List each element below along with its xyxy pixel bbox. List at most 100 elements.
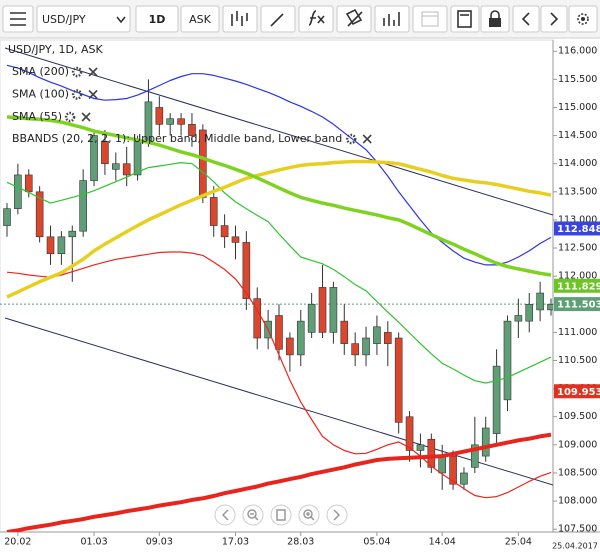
reset-button[interactable] bbox=[270, 504, 292, 526]
candle-body bbox=[14, 174, 22, 209]
indicator-settings[interactable] bbox=[71, 89, 83, 100]
indicator-remove[interactable] bbox=[81, 112, 91, 122]
legend-entry: SMA (200) bbox=[12, 65, 69, 78]
indicator-settings[interactable] bbox=[71, 66, 83, 78]
price-tag bbox=[554, 297, 600, 312]
legend-entry: Lower band bbox=[278, 132, 342, 145]
symbol: USD/JPY bbox=[42, 13, 86, 26]
y-tick-label: 111.000 bbox=[558, 327, 597, 338]
candle-body bbox=[177, 118, 185, 125]
candle-body bbox=[394, 337, 403, 423]
settings-button[interactable] bbox=[568, 5, 598, 33]
chart-type-button[interactable] bbox=[222, 5, 258, 33]
candle-body bbox=[449, 455, 457, 485]
indicator-remove[interactable] bbox=[88, 89, 98, 100]
candle-body bbox=[155, 107, 164, 125]
timeframe: 1D bbox=[149, 13, 166, 26]
candle-body bbox=[427, 438, 436, 468]
candle-body bbox=[90, 135, 98, 181]
price-tag-label: 111.829 bbox=[557, 281, 600, 292]
indicator-line bbox=[6, 432, 552, 532]
candle-body bbox=[536, 292, 544, 311]
indicator-button[interactable] bbox=[298, 5, 334, 33]
y-tick-label: 113.000 bbox=[558, 214, 597, 225]
draw-button[interactable] bbox=[260, 5, 296, 33]
zoom-out-button[interactable] bbox=[242, 504, 264, 526]
scroll-left-button[interactable] bbox=[214, 504, 236, 526]
candle-body bbox=[438, 455, 447, 474]
candle-body bbox=[362, 337, 370, 356]
object-button[interactable] bbox=[336, 5, 372, 33]
candle-body bbox=[112, 163, 120, 170]
close-icon bbox=[88, 89, 98, 100]
legend-entry: SMA (100) bbox=[12, 88, 69, 101]
legend-entry: Middle band, bbox=[204, 132, 275, 145]
indicator-line bbox=[6, 64, 552, 266]
price-tag bbox=[554, 384, 600, 399]
candle-body bbox=[481, 427, 490, 457]
calendar-button[interactable] bbox=[412, 5, 448, 33]
candle-body bbox=[166, 118, 174, 125]
price-type-button[interactable]: ASK bbox=[180, 5, 220, 33]
candle-body bbox=[188, 124, 196, 136]
x-tick-label: 20.02 bbox=[4, 537, 31, 548]
timeframe-button[interactable]: 1D bbox=[135, 5, 179, 33]
indicator-settings[interactable] bbox=[64, 111, 76, 123]
forward-button[interactable] bbox=[540, 5, 568, 33]
x-tick-label: 01.03 bbox=[80, 537, 107, 548]
indicator-settings[interactable] bbox=[345, 133, 357, 145]
y-tick-label: 112.000 bbox=[558, 271, 597, 282]
candle-body bbox=[220, 225, 229, 238]
close-icon bbox=[88, 67, 98, 77]
indicator-line bbox=[6, 159, 552, 299]
y-tick-label: 114.000 bbox=[558, 158, 597, 169]
indicator-remove[interactable] bbox=[88, 67, 98, 77]
candle-body bbox=[416, 444, 425, 451]
candle-body bbox=[547, 303, 553, 311]
y-tick-label: 108.000 bbox=[558, 496, 597, 507]
y-tick-label: 109.000 bbox=[558, 439, 597, 450]
y-tick-label: 115.000 bbox=[558, 102, 597, 113]
candle-body bbox=[242, 242, 251, 299]
gear-icon bbox=[345, 133, 357, 145]
candle-body bbox=[471, 444, 479, 468]
symbol-selector[interactable]: USD/JPY bbox=[36, 5, 131, 33]
candle-body bbox=[383, 332, 392, 344]
candle-body bbox=[79, 180, 87, 232]
legend: SMA (200) SMA (100) SMA (55) BBANDS (20, 2,… bbox=[12, 65, 372, 145]
candle-body bbox=[460, 472, 468, 485]
candle-body bbox=[525, 303, 534, 322]
candle-body bbox=[253, 298, 262, 339]
candle-body bbox=[503, 320, 512, 401]
price-tag-label: 111.503 bbox=[557, 300, 600, 311]
candle-body bbox=[24, 174, 33, 193]
legend-entry: BBANDS (20, 2, 2, 1): bbox=[12, 132, 130, 145]
x-tick-label: 14.04 bbox=[429, 537, 456, 548]
indicator-line bbox=[6, 162, 552, 384]
candle-body bbox=[373, 326, 381, 344]
zoom-in-button[interactable] bbox=[298, 504, 320, 526]
close-icon bbox=[81, 112, 91, 122]
navigation bbox=[214, 504, 348, 526]
lock-button[interactable] bbox=[480, 5, 510, 33]
date-stamp: 25.04.2017 bbox=[552, 542, 598, 551]
calculator-button[interactable] bbox=[450, 5, 480, 33]
y-tick-label: 110.500 bbox=[558, 355, 597, 366]
candle-body bbox=[329, 287, 338, 333]
indicator-line bbox=[6, 251, 552, 499]
volume-button[interactable] bbox=[374, 5, 410, 33]
candle-body bbox=[101, 140, 109, 165]
scroll-right-button[interactable] bbox=[326, 504, 348, 526]
back-button[interactable] bbox=[512, 5, 540, 33]
candle-body bbox=[296, 320, 305, 356]
y-tick-label: 115.500 bbox=[558, 74, 597, 85]
indicator-line bbox=[6, 115, 552, 277]
plot-content bbox=[0, 64, 553, 532]
candle-body bbox=[68, 230, 77, 238]
indicator-remove[interactable] bbox=[362, 134, 372, 144]
menu-button[interactable] bbox=[2, 5, 34, 33]
price-tag bbox=[554, 278, 600, 293]
candle-body bbox=[35, 191, 44, 238]
candle-body bbox=[492, 365, 501, 434]
